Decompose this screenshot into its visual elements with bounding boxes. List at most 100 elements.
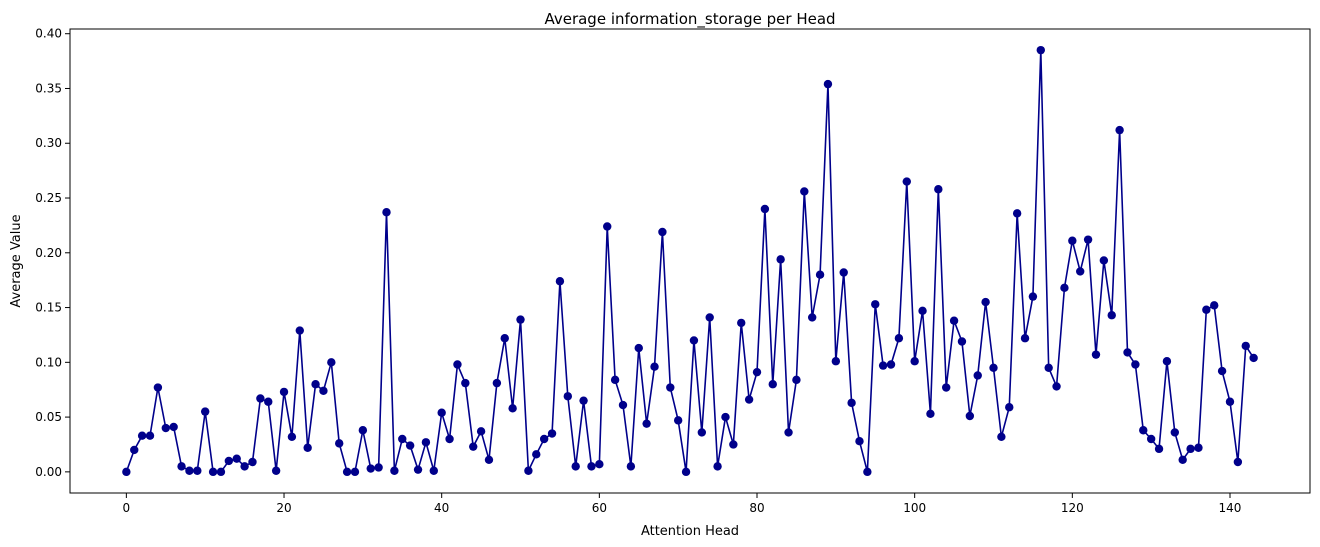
- data-point: [216, 467, 226, 477]
- data-point: [256, 394, 265, 403]
- data-point: [319, 386, 328, 395]
- x-tick-label: 80: [749, 501, 764, 515]
- data-point: [792, 375, 801, 385]
- data-point: [130, 445, 139, 455]
- data-point: [539, 434, 549, 444]
- data-point: [492, 378, 502, 388]
- data-point: [981, 297, 990, 307]
- data-point: [405, 441, 415, 450]
- data-point: [484, 455, 494, 465]
- data-point: [342, 467, 352, 477]
- x-tick-label: 120: [1061, 501, 1084, 515]
- data-point: [902, 177, 911, 186]
- data-point: [666, 383, 675, 392]
- data-point: [1083, 235, 1093, 244]
- data-point: [208, 467, 218, 477]
- data-point: [1241, 341, 1250, 351]
- data-point: [224, 456, 234, 466]
- data-point: [1091, 350, 1101, 359]
- data-point: [642, 419, 651, 428]
- data-point: [863, 467, 872, 477]
- data-point: [279, 387, 289, 397]
- x-tick-label: 20: [276, 501, 291, 515]
- data-point: [689, 336, 699, 345]
- data-point: [934, 185, 943, 194]
- data-point: [429, 466, 438, 475]
- data-point: [1068, 236, 1077, 245]
- data-point: [1139, 426, 1148, 435]
- y-axis-label: Average Value: [9, 214, 24, 307]
- data-point: [421, 438, 431, 447]
- data-point: [721, 412, 730, 422]
- data-point: [910, 357, 919, 366]
- y-tick-label: 0.10: [35, 355, 62, 369]
- data-point: [807, 313, 817, 322]
- data-point: [177, 462, 186, 471]
- data-point: [1036, 45, 1045, 55]
- data-point: [476, 427, 486, 436]
- data-point: [1225, 397, 1235, 406]
- data-point: [264, 397, 273, 406]
- x-axis: 0 20 40 60 80 100 120 140: [123, 493, 1242, 515]
- x-tick-label: 40: [434, 501, 449, 515]
- data-point: [800, 187, 809, 196]
- series-line: [125, 50, 1255, 473]
- y-tick-label: 0.30: [35, 136, 62, 150]
- data-point: [453, 360, 462, 369]
- data-point: [153, 383, 163, 392]
- data-point: [122, 467, 131, 477]
- data-point: [248, 457, 257, 467]
- data-point: [1178, 455, 1187, 465]
- data-point: [445, 434, 454, 444]
- x-tick-label: 0: [123, 501, 131, 515]
- data-point: [658, 227, 667, 237]
- data-point: [413, 465, 423, 474]
- data-point: [327, 358, 336, 367]
- data-point: [744, 395, 754, 404]
- data-point: [563, 392, 573, 401]
- data-point: [185, 466, 194, 475]
- data-point: [942, 383, 951, 392]
- data-point: [839, 268, 848, 277]
- y-tick-label: 0.35: [35, 81, 62, 95]
- data-point: [784, 428, 793, 437]
- y-tick-label: 0.00: [35, 465, 62, 479]
- data-point: [579, 396, 588, 405]
- data-point: [768, 380, 777, 389]
- data-point: [366, 464, 375, 473]
- x-tick-label: 140: [1219, 501, 1242, 515]
- data-point: [271, 466, 281, 475]
- data-point: [713, 462, 722, 471]
- data-point: [311, 380, 320, 389]
- data-point: [886, 360, 896, 369]
- y-tick-label: 0.15: [35, 301, 62, 315]
- data-point: [461, 378, 470, 388]
- data-point: [650, 362, 659, 371]
- data-point: [697, 428, 707, 437]
- data-point: [626, 462, 636, 471]
- data-point: [587, 462, 596, 471]
- data-point: [634, 343, 643, 353]
- data-point: [965, 411, 975, 421]
- data-point: [1233, 457, 1243, 467]
- data-point: [1012, 209, 1022, 218]
- data-point: [532, 450, 541, 459]
- data-point: [989, 363, 998, 372]
- data-point: [1154, 444, 1164, 454]
- data-point: [335, 439, 344, 448]
- data-point: [997, 432, 1006, 442]
- data-point: [1210, 301, 1219, 310]
- data-point: [350, 467, 360, 477]
- axes-frame: [69, 28, 1311, 494]
- data-point: [1115, 125, 1124, 135]
- data-point: [926, 409, 935, 418]
- data-point: [823, 79, 833, 89]
- data-point: [871, 300, 880, 309]
- data-point: [949, 316, 959, 325]
- x-tick-label: 60: [592, 501, 607, 515]
- data-point: [390, 466, 399, 475]
- data-point: [1099, 256, 1109, 265]
- data-point: [358, 426, 368, 435]
- data-point: [287, 432, 297, 442]
- data-point: [776, 255, 785, 264]
